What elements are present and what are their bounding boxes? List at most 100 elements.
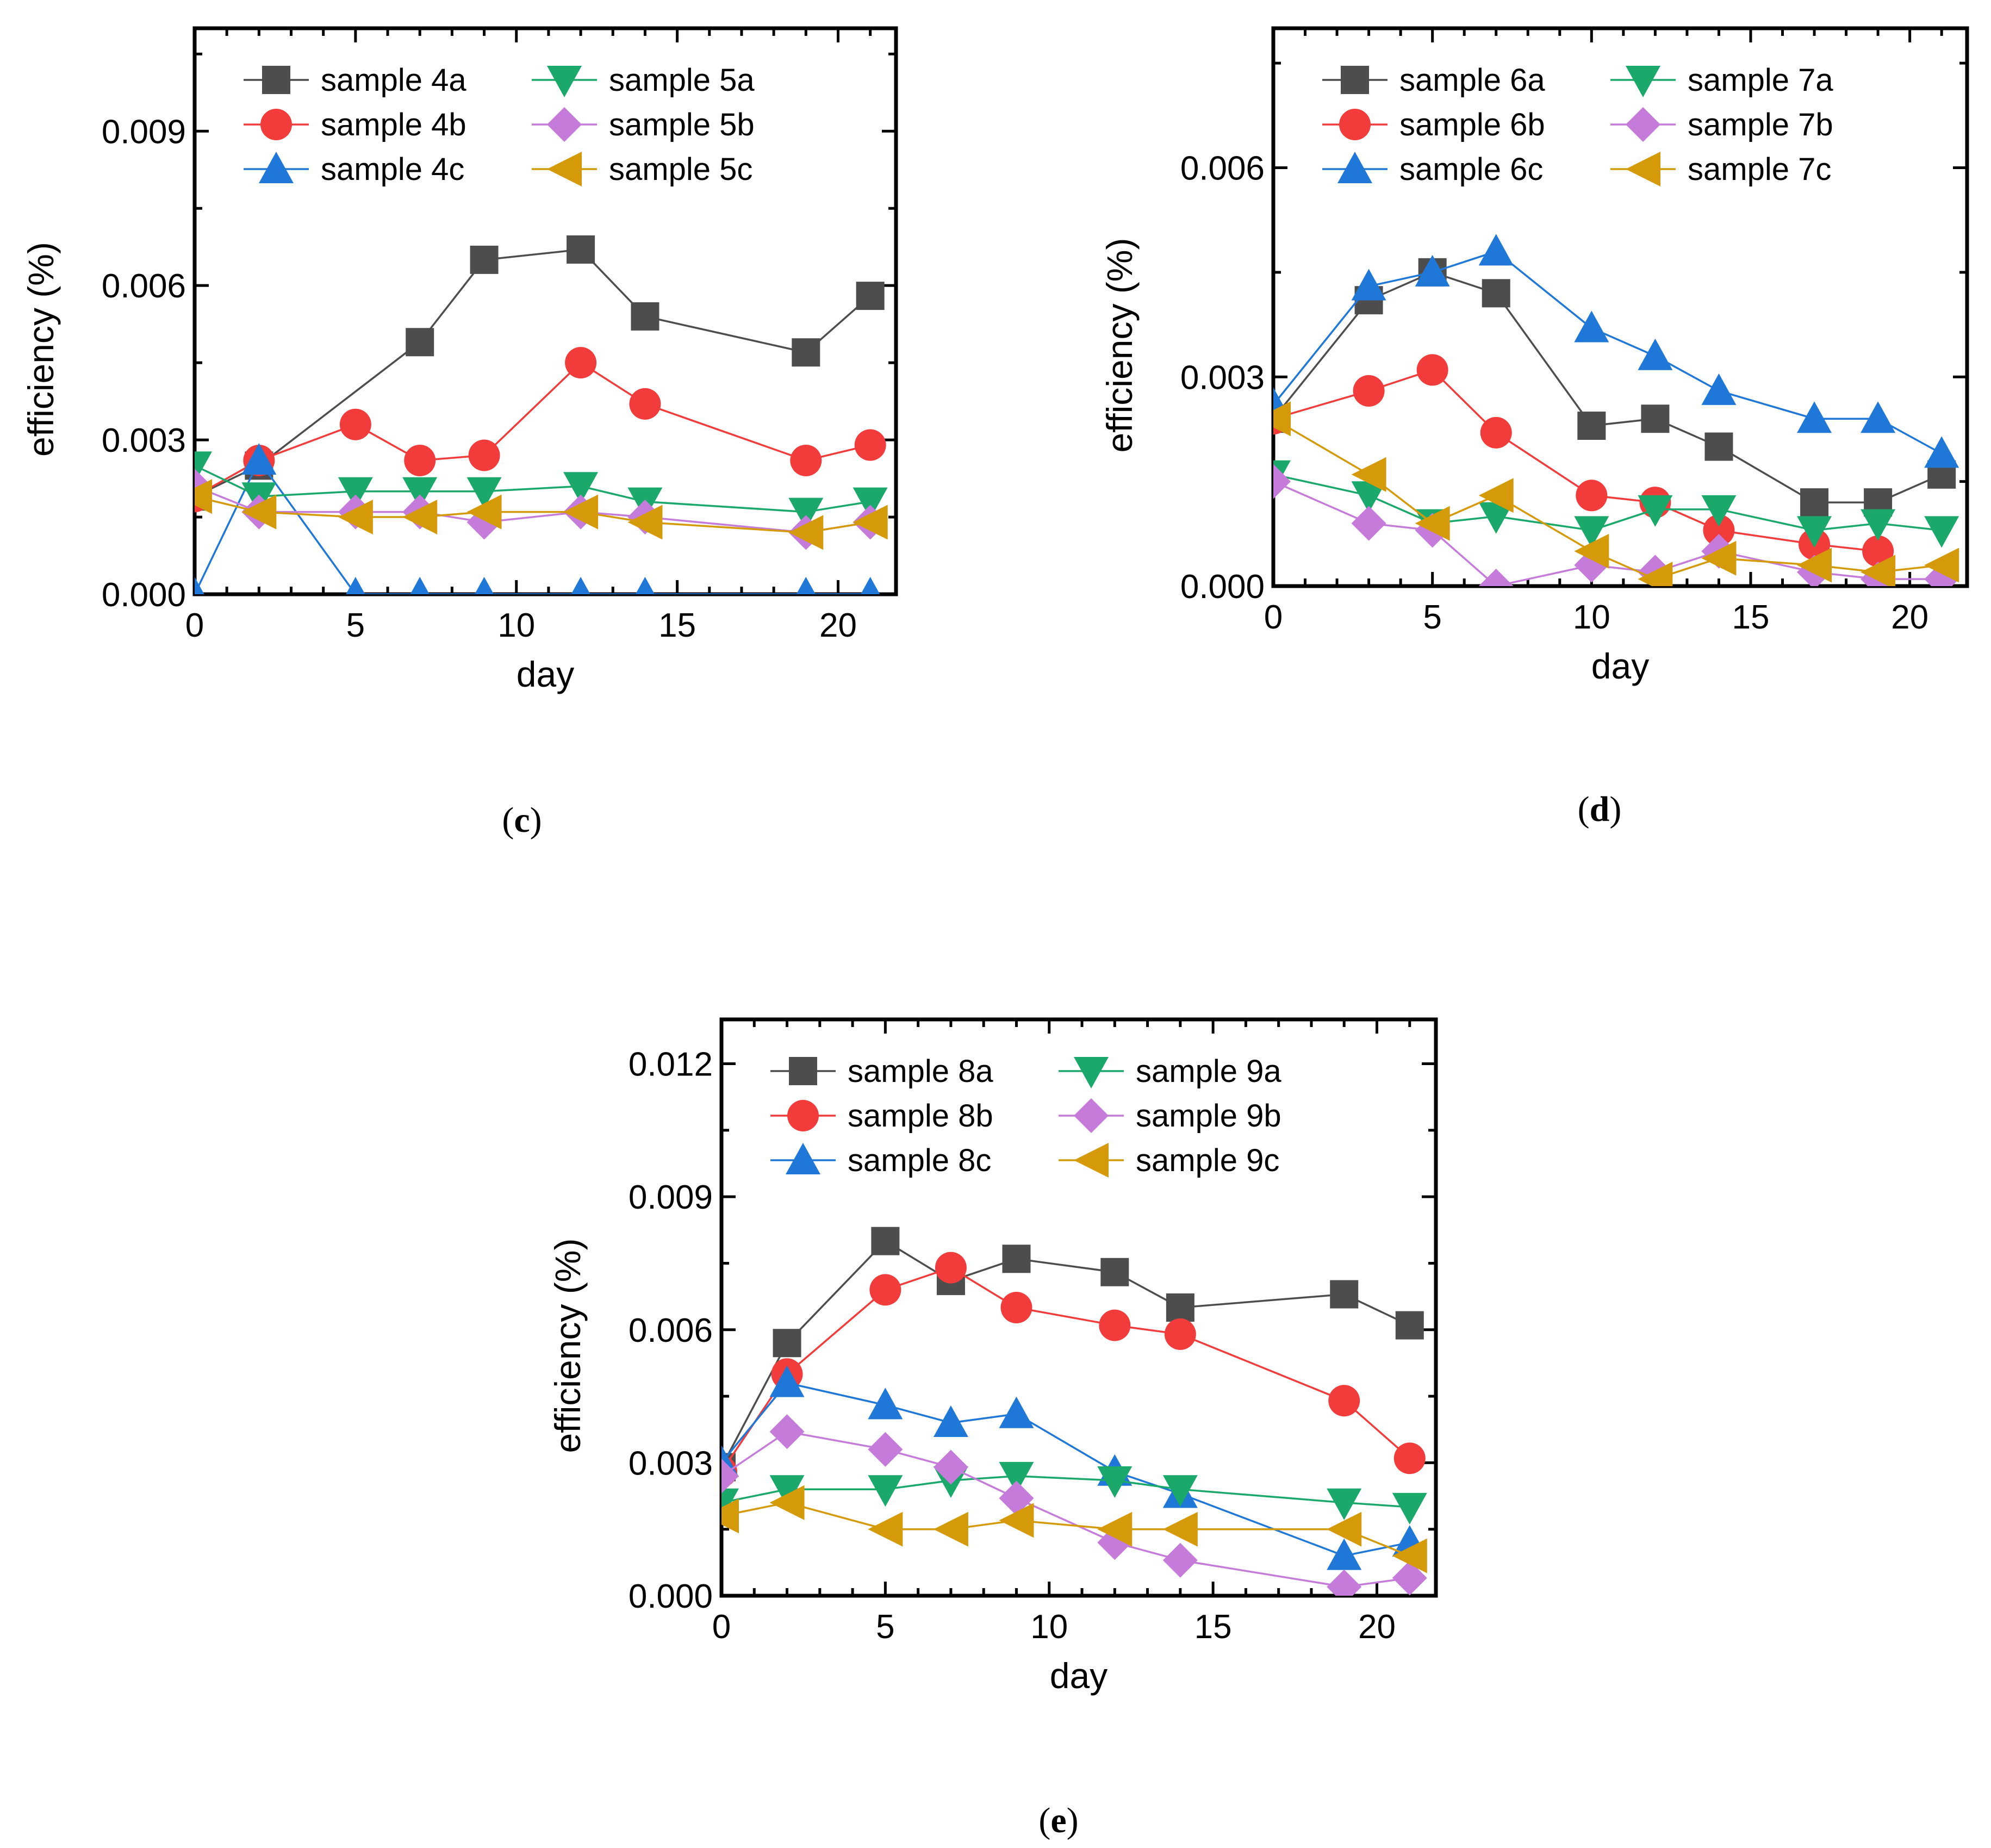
y-tick-label: 0.003 xyxy=(102,422,186,459)
data-point-sample-4c xyxy=(346,577,365,594)
data-point-sample-5c xyxy=(788,515,824,550)
data-point-sample-4c xyxy=(410,577,430,594)
x-tick-label: 10 xyxy=(1573,599,1610,636)
data-point-sample-9b xyxy=(1392,1560,1427,1596)
data-point-sample-4c xyxy=(861,577,880,594)
data-point-sample-7c xyxy=(1924,547,1959,583)
data-point-sample-6a xyxy=(1577,412,1606,440)
legend-label-sample-5c: sample 5c xyxy=(609,152,752,187)
data-point-sample-4b xyxy=(854,429,886,461)
legend-marker-sample-4a xyxy=(262,66,290,94)
series-line-sample-4c xyxy=(195,458,870,594)
data-point-sample-4a xyxy=(792,338,820,367)
data-point-sample-4c xyxy=(571,577,590,594)
data-point-sample-8b xyxy=(869,1274,901,1306)
data-point-sample-9c xyxy=(1097,1511,1133,1547)
data-point-sample-7c xyxy=(1351,457,1386,492)
legend-marker-sample-8b xyxy=(787,1100,819,1131)
data-point-sample-7c xyxy=(1478,478,1514,513)
data-point-sample-5a xyxy=(563,472,599,504)
data-point-sample-4a xyxy=(406,328,434,357)
data-point-sample-6b xyxy=(1480,416,1512,449)
legend-marker-sample-9a xyxy=(1074,1057,1109,1088)
data-point-sample-4a xyxy=(567,235,595,264)
data-point-sample-7b xyxy=(1478,569,1514,586)
data-point-sample-7c xyxy=(1701,540,1737,576)
x-tick-label: 0 xyxy=(1264,599,1283,636)
legend-label-sample-5b: sample 5b xyxy=(609,107,755,142)
data-point-sample-9b xyxy=(1162,1542,1198,1578)
y-tick-label: 0.000 xyxy=(102,576,186,614)
data-point-sample-7a xyxy=(1574,516,1609,548)
data-point-sample-7a xyxy=(1638,495,1673,527)
data-point-sample-9c xyxy=(933,1511,968,1547)
y-axis-label: efficiency (%) xyxy=(1099,238,1140,453)
legend-marker-sample-6b xyxy=(1339,109,1371,140)
y-axis-label: efficiency (%) xyxy=(547,1239,588,1453)
data-point-sample-8c xyxy=(999,1396,1034,1428)
caption-close: ) xyxy=(1609,789,1621,829)
data-point-sample-9a xyxy=(769,1475,805,1507)
data-point-sample-4c xyxy=(474,577,494,594)
legend-label-sample-7a: sample 7a xyxy=(1688,63,1833,98)
x-tick-label: 20 xyxy=(1891,599,1928,636)
legend-marker-sample-6a xyxy=(1341,66,1369,94)
data-point-sample-6a xyxy=(1704,432,1733,461)
data-point-sample-7c xyxy=(1273,401,1291,437)
y-tick-label: 0.009 xyxy=(629,1179,713,1216)
data-point-sample-6a xyxy=(1800,488,1829,517)
data-point-sample-7c xyxy=(1638,562,1673,586)
y-tick-label: 0.003 xyxy=(1180,359,1265,396)
legend-marker-sample-5c xyxy=(547,152,582,186)
legend-label-sample-7b: sample 7b xyxy=(1688,107,1833,142)
data-point-sample-9a xyxy=(1097,1466,1133,1498)
legend-label-sample-9b: sample 9b xyxy=(1136,1098,1281,1134)
data-point-sample-7a xyxy=(1797,516,1832,548)
data-point-sample-7b xyxy=(1273,464,1291,499)
data-point-sample-8a xyxy=(1100,1258,1129,1286)
series-line-sample-4b xyxy=(195,361,871,497)
x-tick-label: 10 xyxy=(1030,1608,1068,1646)
legend-label-sample-9a: sample 9a xyxy=(1136,1054,1281,1089)
legend: sample 8a sample 8b sample 8c sample 9a samp… xyxy=(770,1054,1281,1178)
data-point-sample-5c xyxy=(402,500,438,535)
legend-label-sample-8c: sample 8c xyxy=(848,1143,991,1178)
caption-open: ( xyxy=(1578,789,1590,829)
data-point-sample-6b xyxy=(1703,514,1735,546)
data-point-sample-4c xyxy=(796,577,816,594)
data-point-sample-8c xyxy=(769,1365,805,1397)
data-point-sample-6c xyxy=(1924,436,1959,468)
data-point-sample-7b xyxy=(1351,506,1386,541)
data-point-sample-6c xyxy=(1415,254,1450,287)
data-point-sample-9a xyxy=(868,1475,903,1507)
legend-label-sample-8b: sample 8b xyxy=(848,1098,993,1134)
data-point-sample-8c xyxy=(868,1387,903,1420)
data-point-sample-7c xyxy=(1797,547,1832,583)
data-point-sample-7a xyxy=(1478,502,1514,534)
data-point-sample-5c xyxy=(241,494,277,530)
series-line-sample-7b xyxy=(1273,481,1942,586)
x-tick-label: 15 xyxy=(1732,599,1769,636)
data-point-sample-5a xyxy=(402,477,438,509)
legend-marker-sample-8a xyxy=(789,1057,817,1085)
data-point-sample-6c xyxy=(1701,373,1737,405)
plot-frame xyxy=(719,1017,1438,1598)
legend-marker-sample-4b xyxy=(260,109,292,140)
chart-panel-d: 0 5 10 15 20 0.000 0.003 0.006 day efficiency (%)… xyxy=(1099,26,1969,829)
x-axis-label: day xyxy=(1591,646,1649,686)
legend-marker-sample-7a xyxy=(1626,66,1660,97)
panel-caption-e: (e) xyxy=(1038,1801,1078,1840)
data-point-sample-6b xyxy=(1416,354,1448,386)
legend-label-sample-6c: sample 6c xyxy=(1399,152,1543,187)
legend-label-sample-5a: sample 5a xyxy=(609,63,755,98)
chart-panel-c: 0 5 10 15 20 0.000 0.003 0.006 0.009 day efficienc… xyxy=(21,26,898,840)
caption-letter: c xyxy=(514,800,530,840)
data-point-sample-9c xyxy=(1327,1511,1362,1547)
y-tick-label: 0.009 xyxy=(102,113,186,151)
data-point-sample-8b xyxy=(935,1252,967,1284)
data-point-sample-8a xyxy=(773,1329,801,1358)
data-point-sample-6c xyxy=(1797,401,1832,433)
panel-caption-d: (d) xyxy=(1578,789,1622,829)
data-point-sample-5a xyxy=(853,487,888,519)
